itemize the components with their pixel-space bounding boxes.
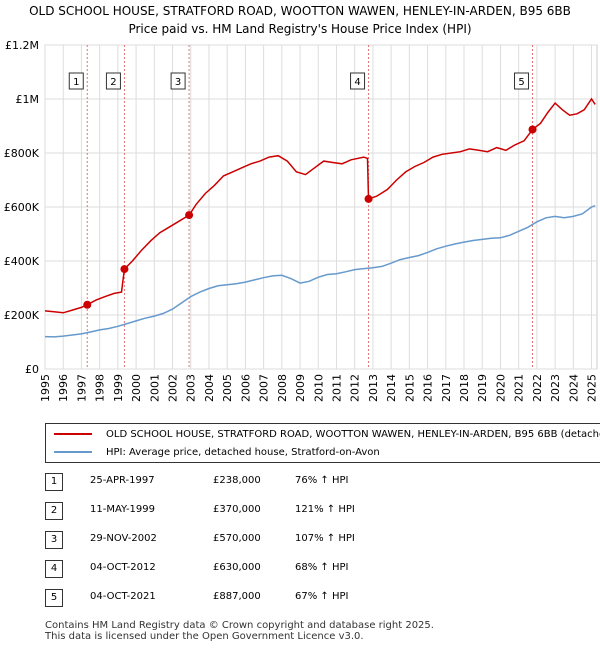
transaction-price: £238,000	[213, 475, 261, 486]
transaction-hpi: 67% ↑ HPI	[295, 591, 349, 602]
x-tick-label: 2023	[549, 374, 562, 402]
x-tick-label: 2025	[586, 374, 599, 402]
sale-number-box	[68, 72, 84, 90]
sale-point	[185, 211, 194, 220]
x-tick-label: 2000	[130, 374, 143, 402]
transaction-price: £370,000	[213, 504, 261, 515]
x-tick-label: 2017	[440, 374, 453, 402]
legend-item-property: OLD SCHOOL HOUSE, STRATFORD ROAD, WOOTTO…	[54, 425, 600, 443]
sale-number-label: 1	[73, 77, 79, 88]
x-tick-label: 2021	[513, 374, 526, 402]
x-tick-label: 2001	[148, 374, 161, 402]
x-tick-label: 1999	[112, 374, 125, 402]
footer: Contains HM Land Registry data © Crown c…	[45, 620, 434, 642]
x-tick-label: 2020	[494, 374, 507, 402]
transaction-hpi: 107% ↑ HPI	[295, 533, 355, 544]
x-tick-label: 1998	[94, 374, 107, 402]
x-tick-label: 2006	[239, 374, 252, 402]
transaction-date: 04-OCT-2012	[90, 562, 156, 573]
transaction-number: 2	[45, 502, 63, 520]
chart-title: OLD SCHOOL HOUSE, STRATFORD ROAD, WOOTTO…	[0, 2, 600, 38]
transaction-number: 1	[45, 473, 63, 491]
legend-label-hpi: HPI: Average price, detached house, Stra…	[106, 446, 380, 458]
x-tick-label: 2012	[349, 374, 362, 402]
transaction-hpi: 76% ↑ HPI	[295, 475, 349, 486]
sale-point	[83, 300, 92, 309]
x-tick-label: 2002	[167, 374, 180, 402]
transaction-hpi: 68% ↑ HPI	[295, 562, 349, 573]
x-tick-label: 2008	[276, 374, 289, 402]
hpi-line	[44, 204, 596, 338]
transaction-number: 4	[45, 560, 63, 578]
transaction-date: 29-NOV-2002	[90, 533, 157, 544]
sale-number-box	[105, 72, 121, 90]
legend: OLD SCHOOL HOUSE, STRATFORD ROAD, WOOTTO…	[45, 423, 600, 463]
x-tick-label: 2007	[258, 374, 271, 402]
sale-point	[364, 194, 373, 203]
sale-point	[528, 125, 537, 134]
sale-number-label: 4	[354, 77, 360, 88]
transaction-number: 3	[45, 531, 63, 549]
transaction-price: £630,000	[213, 562, 261, 573]
x-tick-label: 2018	[458, 374, 471, 402]
sale-point	[120, 265, 129, 274]
transaction-date: 25-APR-1997	[90, 475, 155, 486]
sale-number-box	[170, 72, 186, 90]
sale-number-box	[514, 72, 530, 90]
x-tick-label: 2016	[422, 374, 435, 402]
sale-number-label: 2	[110, 77, 116, 88]
transaction-price: £570,000	[213, 533, 261, 544]
title-line-1: OLD SCHOOL HOUSE, STRATFORD ROAD, WOOTTO…	[29, 4, 571, 18]
sale-number-label: 3	[175, 77, 181, 88]
transaction-number: 5	[45, 589, 63, 607]
transaction-hpi: 121% ↑ HPI	[295, 504, 355, 515]
price-chart: £0 £200K £400K £600K £800K £1M £1.2M 1995 1996 19…	[4, 39, 599, 402]
x-tick-label: 2014	[385, 374, 398, 402]
x-tick-label: 2015	[403, 374, 416, 402]
footer-copyright: Contains HM Land Registry data © Crown c…	[45, 620, 434, 631]
x-tick-label: 1996	[57, 374, 70, 402]
title-line-2: Price paid vs. HM Land Registry's House …	[128, 22, 472, 36]
x-tick-label: 2005	[221, 374, 234, 402]
x-tick-label: 2011	[330, 374, 343, 402]
y-tick-label: £400K	[4, 255, 40, 268]
legend-item-hpi: HPI: Average price, detached house, Stra…	[54, 443, 380, 461]
transaction-date: 04-OCT-2021	[90, 591, 156, 602]
transaction-price: £887,000	[213, 591, 261, 602]
y-tick-label: £200K	[4, 309, 40, 322]
legend-label-property: OLD SCHOOL HOUSE, STRATFORD ROAD, WOOTTO…	[106, 428, 600, 440]
sale-number-box	[350, 72, 366, 90]
red-line-swatch	[54, 433, 92, 435]
x-tick-label: 2010	[312, 374, 325, 402]
x-tick-label: 2003	[185, 374, 198, 402]
y-tick-label: £600K	[4, 201, 40, 214]
transaction-date: 11-MAY-1999	[90, 504, 156, 515]
y-tick-label: £0	[25, 363, 39, 376]
x-tick-label: 2009	[294, 374, 307, 402]
x-tick-label: 1995	[39, 374, 52, 402]
x-tick-label: 2019	[476, 374, 489, 402]
x-tick-label: 2013	[367, 374, 380, 402]
x-tick-label: 1997	[75, 374, 88, 402]
price-paid-line	[44, 97, 596, 314]
footer-licence: This data is licensed under the Open Gov…	[45, 631, 364, 642]
sale-number-label: 5	[518, 77, 524, 88]
blue-line-swatch	[54, 451, 92, 453]
y-tick-label: £1.2M	[5, 39, 39, 52]
x-tick-label: 2022	[531, 374, 544, 402]
x-tick-label: 2024	[567, 374, 580, 402]
y-tick-label: £800K	[4, 147, 40, 160]
x-tick-label: 2004	[203, 374, 216, 402]
y-tick-label: £1M	[16, 93, 40, 106]
